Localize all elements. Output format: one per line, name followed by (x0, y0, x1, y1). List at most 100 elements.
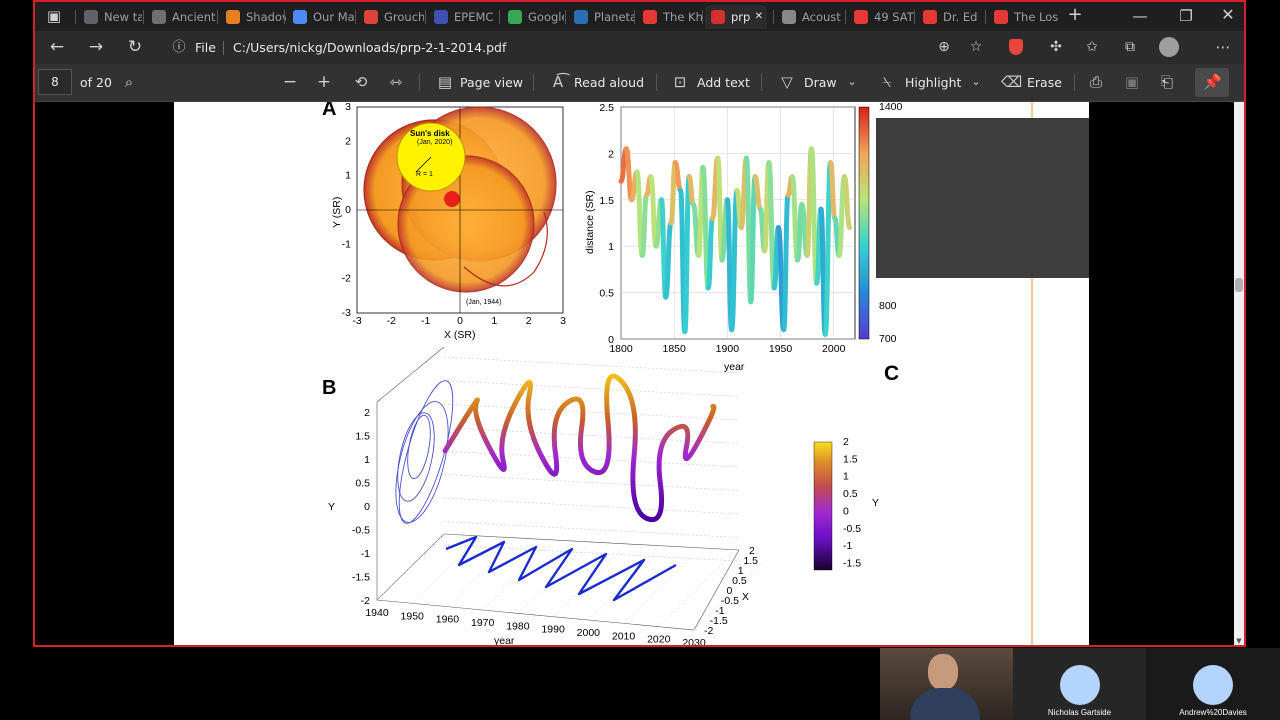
tab-wikipedia[interactable]: Acoust (776, 5, 846, 29)
page-view-button[interactable]: ▤ Page view (432, 68, 528, 96)
panel-b-colorbar-tick: 1 (843, 471, 849, 483)
panel-b-wall-gridline (443, 521, 740, 538)
save-as-icon[interactable]: ⎗ (1160, 73, 1173, 91)
minimize-icon[interactable]: — (1132, 7, 1148, 25)
tab-blogger[interactable]: Shadow (220, 5, 286, 29)
chevron-down-icon[interactable]: ⌄ (847, 75, 857, 88)
extensions-icon[interactable]: ✣ (1050, 39, 1062, 55)
save-icon[interactable]: ▣ (1124, 73, 1140, 91)
panel-c-x-tick: 1800 (609, 343, 633, 355)
panel-a-ylabel: Y (SR) (331, 197, 343, 228)
tab-docs[interactable]: Our Ma (287, 5, 355, 29)
vertical-scrollbar[interactable]: ▼ (1234, 102, 1244, 645)
erase-button[interactable]: ⌫ Erase (997, 68, 1067, 96)
tab-label: Shadow (246, 10, 286, 24)
panel-b-y-tick: -1.5 (352, 572, 370, 584)
search-icon[interactable]: ⌕ (124, 73, 134, 91)
address-field[interactable]: ⓘ File C:/Users/nickg/Downloads/prp-2-1-… (159, 35, 1195, 60)
panel-a-y-tick: 0 (345, 204, 351, 216)
tab-label: EPEMC (454, 10, 494, 24)
projection-ellipse (395, 401, 449, 523)
panel-c-y-tick: 2 (608, 148, 614, 160)
page-number-input[interactable]: 8 (38, 69, 72, 95)
tab-site[interactable]: EPEMC (428, 5, 498, 29)
tab-youtube[interactable]: The Los (988, 5, 1058, 29)
add-text-icon: ⊡ (673, 73, 687, 91)
fit-width-icon[interactable]: ⇿ (389, 73, 403, 91)
more-menu-icon[interactable]: ⋯ (1215, 38, 1231, 56)
read-aloud-icon: A͡ (552, 73, 564, 91)
tab-label: Google (528, 10, 564, 24)
scroll-down-arrow-icon[interactable]: ▼ (1236, 637, 1242, 645)
pin-toolbar-button[interactable]: 📌 (1195, 68, 1229, 97)
tab-site[interactable]: Planeta (568, 5, 634, 29)
toolbar-divider (761, 74, 762, 91)
forward-icon[interactable]: → (88, 37, 104, 57)
tab-pdf[interactable]: prp ✕ (705, 5, 767, 29)
add-text-button[interactable]: ⊡ Add text (669, 68, 753, 96)
tab-youtube[interactable]: Dr. Ed (917, 5, 985, 29)
distance-curve-segment (668, 160, 678, 226)
panel-b-year-tick: 2000 (577, 627, 601, 639)
restore-icon[interactable]: ❐ (1179, 7, 1193, 25)
tab-separator (284, 10, 285, 24)
brave-shield-icon[interactable] (1009, 39, 1023, 55)
tab-new-tab[interactable]: New ta (78, 5, 142, 29)
docs-icon (293, 10, 307, 24)
tab-label: Our Ma (313, 10, 355, 24)
panel-c-y-tick: 1.5 (599, 195, 614, 207)
add-favorite-icon[interactable]: ☆ (969, 39, 983, 55)
panel-a-x-tick: 3 (560, 315, 566, 327)
tab-separator (914, 10, 915, 24)
tab-youtube[interactable]: 49 SAT (848, 5, 914, 29)
pdf-toolbar: 8 of 20 ⌕ − + ⟲ ⇿ ▤ Page view A͡ Read al… (35, 64, 1244, 102)
panel-b-y-tick: 0 (364, 501, 370, 513)
tab-chrome[interactable]: Grouch (358, 5, 424, 29)
zoom-out-icon[interactable]: − (282, 72, 298, 92)
read-aloud-button[interactable]: A͡ Read aloud (547, 68, 647, 96)
screen-share-overlay-panel (876, 118, 1089, 278)
projection-ellipse (407, 414, 431, 480)
profile-avatar-icon[interactable] (1159, 37, 1179, 57)
participant-video-self[interactable] (880, 648, 1013, 720)
tab-separator (985, 10, 986, 24)
collections-icon[interactable]: ⧉ (1125, 39, 1135, 55)
info-icon[interactable]: ⓘ (172, 40, 186, 55)
panel-b-year-tick: 2010 (612, 630, 636, 642)
new-tab-plus-icon[interactable]: + (1067, 4, 1083, 25)
panel-b-year-tick: 1960 (436, 614, 460, 626)
rotate-icon[interactable]: ⟲ (354, 73, 368, 91)
draw-icon: ▽ (781, 73, 793, 91)
floor-projection-curve (445, 535, 677, 602)
highlight-button[interactable]: ⍀ Highlight ⌄ (876, 68, 986, 96)
print-icon[interactable]: ⎙ (1089, 73, 1102, 91)
panel-c-y-tick: 0 (608, 334, 614, 346)
panel-b-x-tick: -1 (715, 605, 724, 617)
favorites-icon[interactable]: ✩ (1086, 39, 1098, 55)
url-text[interactable]: C:/Users/nickg/Downloads/prp-2-1-2014.pd… (233, 40, 507, 55)
scrollbar-thumb[interactable] (1235, 278, 1243, 292)
tab-youtube[interactable]: The Kh (637, 5, 703, 29)
close-window-icon[interactable]: ✕ (1221, 5, 1235, 24)
panel-b-x-tick: 0 (727, 585, 733, 597)
pdf-viewer: A Sun's disk (Jan, 2020) R = 1 (Jan, 194… (35, 102, 1244, 646)
panel-b-zlabel: X (742, 591, 749, 603)
distance-curve-segment (781, 192, 791, 333)
zoom-icon[interactable]: ⊕ (938, 39, 950, 55)
refresh-icon[interactable]: ↻ (127, 37, 143, 57)
panel-b-wall-gridline (443, 356, 740, 374)
sun-disk-date: (Jan, 2020) (417, 139, 452, 146)
close-tab-icon[interactable]: ✕ (754, 11, 763, 22)
participant-tile-andrew[interactable]: Andrew%20Davies (1146, 648, 1280, 720)
figure-svg: A Sun's disk (Jan, 2020) R = 1 (Jan, 194… (322, 102, 1033, 646)
zoom-in-icon[interactable]: + (316, 72, 332, 92)
panel-b-year-tick: 2020 (647, 634, 671, 646)
draw-button[interactable]: ▽ Draw ⌄ (776, 68, 860, 96)
tab-document[interactable]: Ancient (146, 5, 216, 29)
back-icon[interactable]: ← (49, 37, 65, 57)
tab-maps[interactable]: Google (502, 5, 564, 29)
participant-tile-nicholas[interactable]: Nicholas Gartside (1013, 648, 1146, 720)
chevron-down-icon[interactable]: ⌄ (971, 75, 981, 88)
tab-actions-icon[interactable]: ▣ (46, 7, 62, 25)
tab-label: Planeta (594, 10, 634, 24)
